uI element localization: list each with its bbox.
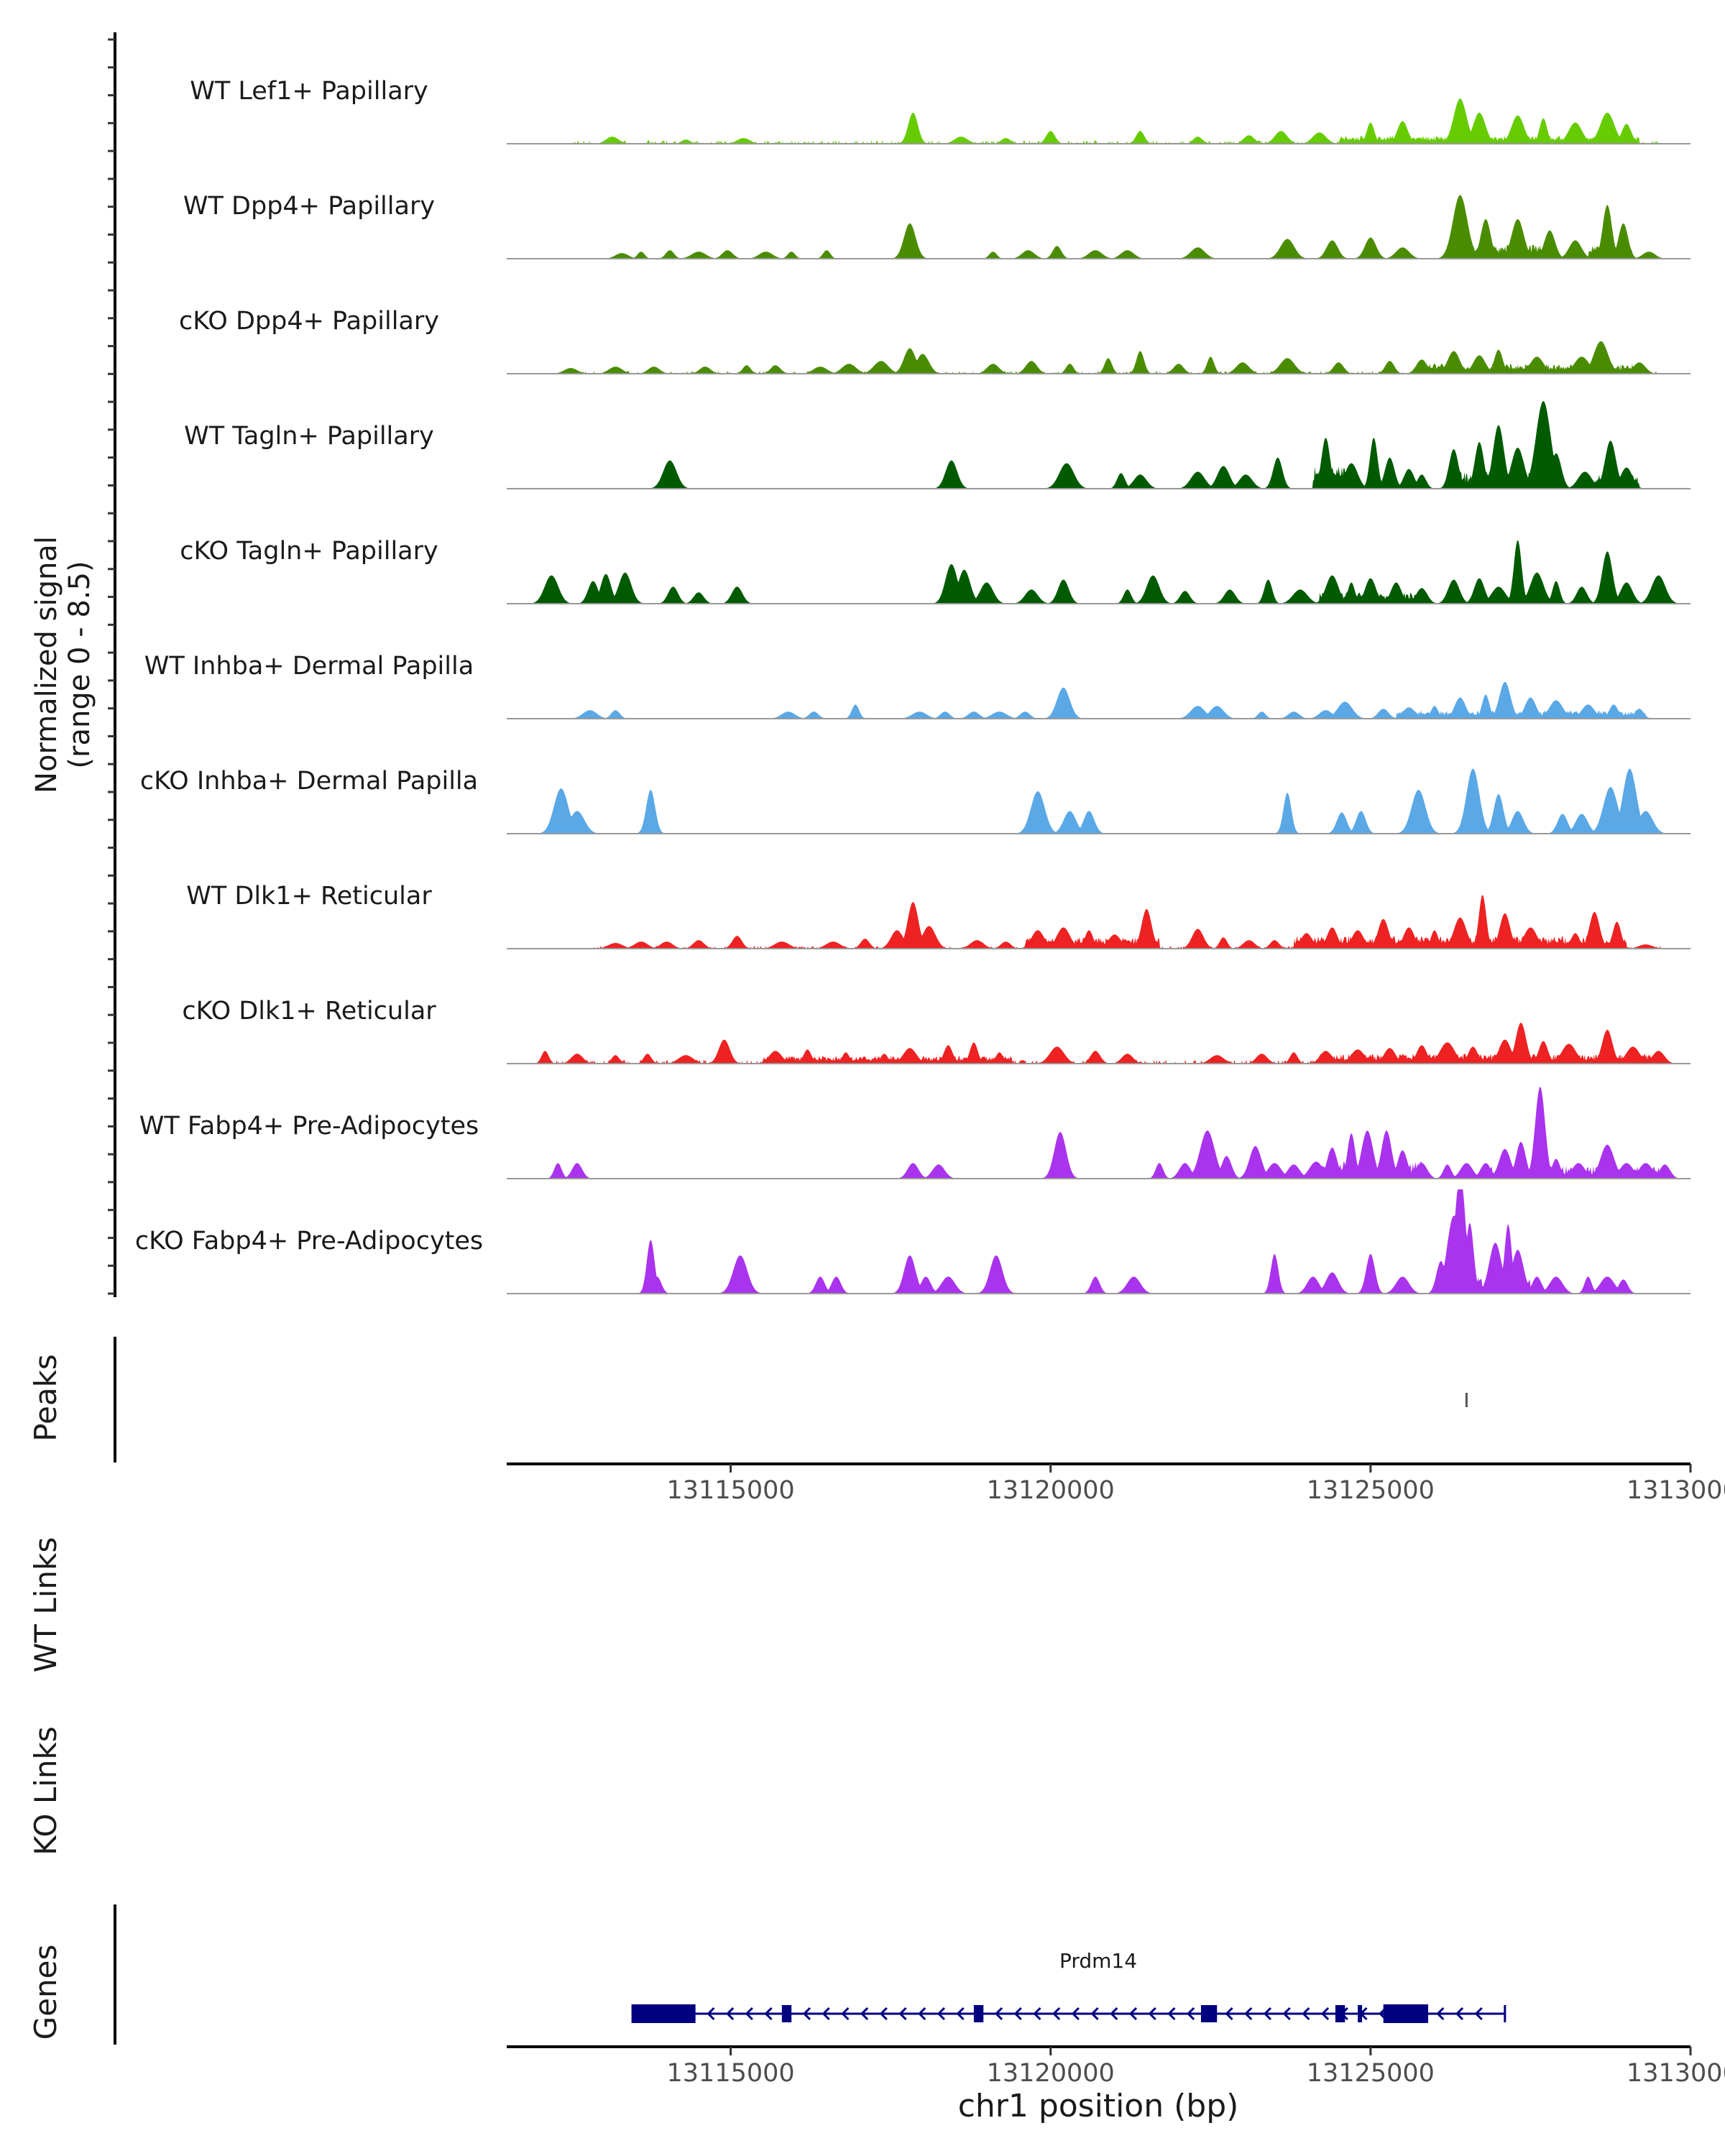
strand-arrow xyxy=(822,2007,830,2021)
track-cko-dpp4-papillary: cKO Dpp4+ Papillary xyxy=(179,307,1690,374)
gene-exon xyxy=(1358,2005,1363,2022)
track-label: WT Tagln+ Papillary xyxy=(184,422,434,451)
strand-arrow xyxy=(1455,2007,1464,2021)
strand-arrow xyxy=(745,2007,753,2021)
ko-links-track-label: KO Links xyxy=(28,1726,63,1856)
track-label: cKO Dpp4+ Papillary xyxy=(179,307,439,336)
track-wt-lef1-papillary: WT Lef1+ Papillary xyxy=(190,77,1690,144)
strand-arrow xyxy=(1320,2007,1330,2021)
x-tick-label: 13130000 xyxy=(1627,2059,1725,2088)
strand-arrow xyxy=(1302,2007,1310,2021)
gene-exon xyxy=(631,2004,696,2023)
strand-arrow xyxy=(879,2007,888,2021)
signal-area xyxy=(507,195,1690,259)
strand-arrow xyxy=(1187,2007,1195,2021)
track-label: WT Dlk1+ Reticular xyxy=(186,882,432,911)
strand-arrow xyxy=(1282,2007,1291,2021)
strand-arrow xyxy=(1225,2007,1233,2021)
track-label: WT Fabp4+ Pre-Adipocytes xyxy=(139,1112,479,1141)
gene-exon xyxy=(1200,2005,1218,2022)
gene-exon xyxy=(1383,2004,1428,2023)
strand-arrow xyxy=(707,2007,715,2021)
gene-exon xyxy=(973,2005,984,2022)
signal-area xyxy=(507,1087,1690,1179)
gene-exon xyxy=(781,2005,792,2022)
signal-area xyxy=(507,98,1690,144)
strand-arrow xyxy=(726,2007,735,2021)
track-cko-dlk1-reticular: cKO Dlk1+ Reticular xyxy=(182,997,1690,1064)
x-tick-label: 13125000 xyxy=(1307,2059,1435,2088)
track-cko-fabp4-pre-adipocytes: cKO Fabp4+ Pre-Adipocytes xyxy=(135,1189,1690,1294)
track-cko-tagln-papillary: cKO Tagln+ Papillary xyxy=(180,537,1690,604)
track-wt-inhba-dermal-papilla: WT Inhba+ Dermal Papilla xyxy=(144,652,1690,719)
signal-area xyxy=(507,768,1690,834)
track-label: cKO Inhba+ Dermal Papilla xyxy=(140,767,478,796)
x-tick-label: 13130000 xyxy=(1627,1476,1725,1505)
strand-arrow xyxy=(1474,2007,1483,2021)
gene-model xyxy=(631,2004,1506,2023)
strand-arrow xyxy=(764,2007,773,2021)
x-tick-label: 13115000 xyxy=(667,1476,795,1505)
strand-arrow xyxy=(937,2007,945,2021)
strand-arrow xyxy=(898,2007,907,2021)
track-wt-tagln-papillary: WT Tagln+ Papillary xyxy=(184,401,1690,489)
strand-arrow xyxy=(841,2007,850,2021)
strand-arrow xyxy=(1052,2007,1061,2021)
signal-area xyxy=(507,681,1690,719)
gene-name-label: Prdm14 xyxy=(1059,1949,1137,1973)
strand-arrow xyxy=(1110,2007,1118,2021)
strand-arrow xyxy=(956,2007,965,2021)
track-wt-dpp4-papillary: WT Dpp4+ Papillary xyxy=(183,192,1690,259)
signal-area xyxy=(507,401,1690,489)
strand-arrow xyxy=(994,2007,1003,2021)
strand-arrow xyxy=(860,2007,869,2021)
axes: 13115000 13120000 13125000 13130000 13115000… xyxy=(108,32,1725,2088)
track-wt-fabp4-pre-adipocytes: WT Fabp4+ Pre-Adipocytes xyxy=(139,1087,1690,1179)
peaks-track-label: Peaks xyxy=(28,1354,63,1442)
track-wt-dlk1-reticular: WT Dlk1+ Reticular xyxy=(186,882,1690,949)
track-cko-inhba-dermal-papilla: cKO Inhba+ Dermal Papilla xyxy=(140,767,1690,834)
signal-area xyxy=(507,1189,1690,1294)
signal-area xyxy=(507,1023,1690,1064)
y-axis-range: (range 0 - 8.5) xyxy=(63,561,96,768)
x-tick-label: 13115000 xyxy=(667,2059,795,2088)
strand-arrow xyxy=(1071,2007,1080,2021)
track-label: cKO Tagln+ Papillary xyxy=(180,537,438,566)
track-label: WT Inhba+ Dermal Papilla xyxy=(144,652,474,681)
strand-arrow xyxy=(1090,2007,1099,2021)
gene-exon xyxy=(1335,2005,1346,2022)
strand-arrow xyxy=(1148,2007,1156,2021)
x-axis-title: chr1 position (bp) xyxy=(958,2088,1239,2124)
strand-arrow xyxy=(1013,2007,1022,2021)
track-label: WT Dpp4+ Papillary xyxy=(183,192,435,221)
track-label: WT Lef1+ Papillary xyxy=(190,77,428,106)
y-axis-title: Normalized signal xyxy=(30,536,63,793)
strand-arrow xyxy=(1244,2007,1253,2021)
wt-links-track-label: WT Links xyxy=(28,1537,63,1672)
strand-arrow xyxy=(1128,2007,1138,2021)
x-tick-label: 13120000 xyxy=(987,2059,1115,2088)
signal-area xyxy=(507,341,1690,374)
x-tick-label: 13120000 xyxy=(987,1476,1115,1505)
strand-arrow xyxy=(1436,2007,1445,2021)
strand-arrow xyxy=(918,2007,926,2021)
x-tick-label: 13125000 xyxy=(1307,1476,1435,1505)
strand-arrow xyxy=(1167,2007,1176,2021)
signal-tracks: WT Lef1+ Papillary WT Dpp4+ Papillary cKO … xyxy=(135,77,1690,1294)
strand-arrow xyxy=(1033,2007,1041,2021)
track-label: cKO Fabp4+ Pre-Adipocytes xyxy=(135,1227,483,1256)
signal-area xyxy=(507,895,1690,949)
signal-area xyxy=(507,540,1690,604)
strand-arrow xyxy=(1263,2007,1272,2021)
strand-arrow xyxy=(802,2007,811,2021)
track-label: cKO Dlk1+ Reticular xyxy=(182,997,436,1026)
genes-track-label: Genes xyxy=(28,1945,63,2040)
